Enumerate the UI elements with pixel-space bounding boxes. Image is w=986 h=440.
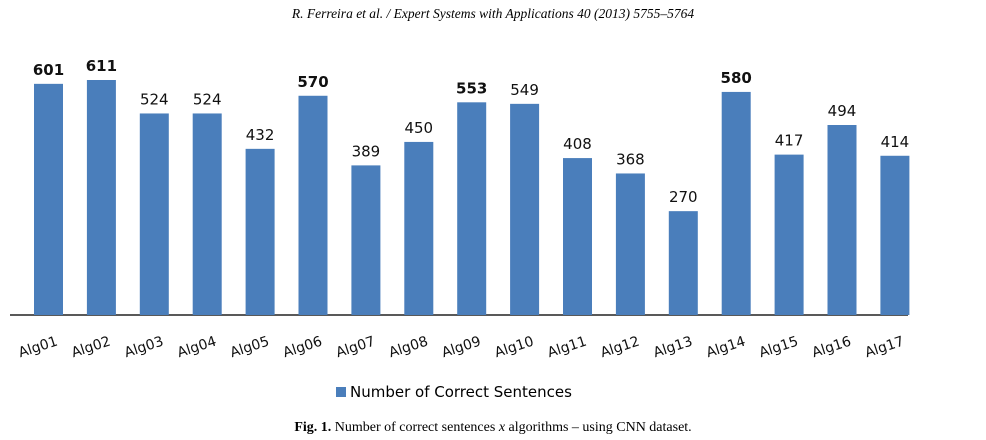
bar-alg06 — [298, 95, 328, 316]
bar-alg04 — [192, 113, 222, 315]
category-label-alg05: Alg05 — [228, 334, 271, 362]
category-label-alg15: Alg15 — [757, 334, 800, 362]
category-label-alg04: Alg04 — [175, 334, 218, 362]
category-label-alg09: Alg09 — [440, 334, 483, 362]
value-label-alg15: 417 — [775, 132, 804, 150]
value-labels-group: 601 611 524 524 432 570 389 450 553 549 408 368 270 5… — [33, 57, 909, 206]
bars-group — [34, 80, 910, 316]
category-label-alg03: Alg03 — [122, 334, 165, 362]
bar-alg07 — [351, 165, 381, 315]
value-label-alg12: 368 — [616, 150, 645, 168]
category-label-alg07: Alg07 — [334, 334, 377, 362]
value-label-alg17: 414 — [881, 133, 910, 151]
category-label-alg11: Alg11 — [546, 334, 589, 362]
legend-label: Number of Correct Sentences — [350, 383, 572, 401]
bar-chart: 601 611 524 524 432 570 389 450 553 549 408 368 270 5… — [10, 57, 910, 362]
bar-alg02 — [86, 80, 116, 315]
figure-caption: Fig. 1. Number of correct sentences x al… — [0, 420, 986, 436]
value-label-alg03: 524 — [140, 90, 169, 108]
page-header: R. Ferreira et al. / Expert Systems with… — [291, 6, 695, 21]
bar-alg14 — [721, 91, 751, 315]
bar-alg13 — [668, 211, 698, 315]
category-label-alg10: Alg10 — [493, 334, 536, 362]
caption-text-before: Number of correct sentences — [334, 420, 496, 435]
category-label-alg17: Alg17 — [863, 334, 906, 362]
category-label-alg08: Alg08 — [387, 334, 430, 362]
bar-alg11 — [563, 158, 592, 315]
bar-alg09 — [457, 102, 487, 315]
bar-alg08 — [404, 141, 434, 315]
value-label-alg07: 389 — [352, 142, 381, 160]
category-label-alg02: Alg02 — [69, 334, 112, 362]
value-label-alg04: 524 — [193, 90, 222, 108]
category-label-alg12: Alg12 — [598, 334, 641, 362]
value-label-alg08: 450 — [404, 119, 433, 137]
value-label-alg14: 580 — [721, 69, 752, 87]
value-label-alg16: 494 — [828, 102, 857, 120]
bar-alg16 — [827, 125, 857, 315]
value-label-alg11: 408 — [563, 135, 592, 153]
bar-alg12 — [615, 173, 645, 315]
value-label-alg02: 611 — [86, 57, 117, 75]
bar-alg01 — [34, 83, 63, 315]
value-label-alg09: 553 — [456, 79, 487, 97]
bar-alg03 — [139, 113, 169, 315]
legend-swatch — [336, 387, 346, 397]
bar-alg05 — [245, 148, 275, 315]
bar-alg17 — [880, 155, 910, 315]
value-label-alg13: 270 — [669, 188, 698, 206]
category-labels-group: Alg01 Alg02 Alg03 Alg04 Alg05 Alg06 Alg07 Alg08… — [17, 334, 907, 362]
value-label-alg10: 549 — [510, 81, 539, 99]
value-label-alg01: 601 — [33, 61, 64, 79]
bar-alg15 — [774, 154, 804, 315]
value-label-alg06: 570 — [297, 73, 328, 91]
caption-x: x — [498, 420, 506, 435]
category-label-alg14: Alg14 — [704, 334, 747, 362]
category-label-alg06: Alg06 — [281, 334, 324, 362]
caption-text-after: algorithms – using CNN dataset. — [508, 420, 692, 435]
category-label-alg13: Alg13 — [651, 334, 694, 362]
category-label-alg16: Alg16 — [810, 334, 853, 362]
bar-alg10 — [510, 103, 540, 315]
category-label-alg01: Alg01 — [17, 334, 60, 362]
legend: Number of Correct Sentences — [336, 381, 572, 403]
value-label-alg05: 432 — [246, 126, 275, 144]
caption-fig-number: Fig. 1. — [294, 420, 332, 435]
